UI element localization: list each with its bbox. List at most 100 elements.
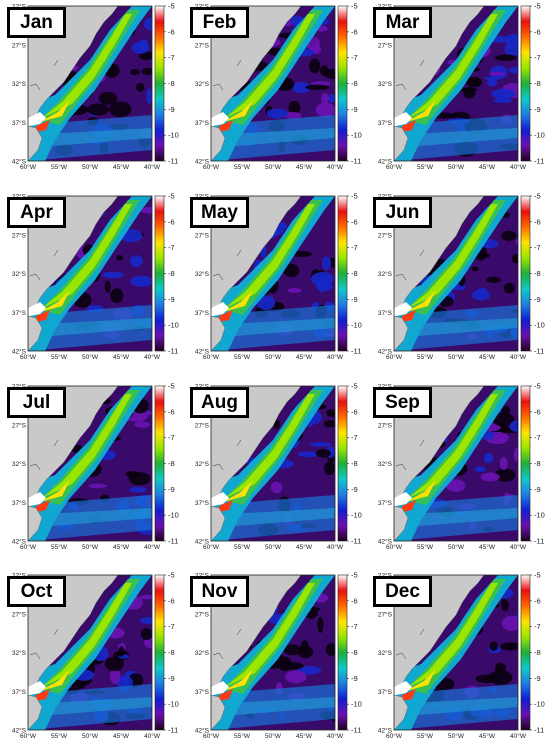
colorbar-tick-label: -7 <box>351 622 358 631</box>
lat-tick-label: 27°S <box>12 41 27 49</box>
map-area <box>394 575 518 730</box>
colorbar <box>154 5 165 162</box>
ocean-eddy <box>283 263 300 278</box>
longitude-axis: 60°W 55°W 50°W 45°W 40°W <box>203 732 344 740</box>
ocean-eddy <box>468 77 481 87</box>
latitude-axis: 22°S 27°S 32°S 37°S 42°S <box>12 572 27 735</box>
lon-tick-label: 55°W <box>417 353 434 361</box>
lat-tick-label: 42°S <box>12 348 27 356</box>
ocean-eddy <box>315 281 333 291</box>
lon-tick-label: 60°W <box>20 353 37 361</box>
ocean-eddy <box>134 421 151 428</box>
longitude-axis: 60°W 55°W 50°W 45°W 40°W <box>20 163 161 171</box>
colorbar-tick-label: -8 <box>168 79 175 88</box>
map-panel-jul: 22°S 27°S 32°S 37°S 42°S 60°W 55°W 50°W 45°W 40°… <box>0 380 183 566</box>
shelf-inner <box>408 394 498 498</box>
colorbar-tick-label: -11 <box>534 347 544 356</box>
ocean-eddy <box>492 412 515 427</box>
ocean-eddy <box>325 643 335 657</box>
colorbar-tick-label: -11 <box>351 726 361 735</box>
colorbar-tick-label: -7 <box>534 243 541 252</box>
map-frame <box>393 195 519 352</box>
lon-tick-label: 60°W <box>386 353 403 361</box>
colorbar <box>154 385 165 542</box>
colorbar <box>520 574 531 731</box>
ocean-eddy <box>327 93 335 103</box>
lon-tick-label: 40°W <box>510 163 527 171</box>
lon-tick-label: 50°W <box>82 163 99 171</box>
lon-tick-label: 45°W <box>113 353 130 361</box>
shelf-inner <box>408 583 498 687</box>
lon-tick-label: 60°W <box>386 732 403 740</box>
ocean-eddy <box>515 238 518 245</box>
longitude-axis: 60°W 55°W 50°W 45°W 40°W <box>386 543 527 551</box>
colorbar-tick-label: -10 <box>534 321 545 330</box>
ocean-eddy <box>131 41 150 54</box>
estuary <box>394 681 412 695</box>
lon-tick-label: 50°W <box>265 163 282 171</box>
borders <box>212 249 242 281</box>
ocean-eddy <box>300 640 310 655</box>
ocean-eddy <box>505 33 518 48</box>
longitude-axis: 60°W 55°W 50°W 45°W 40°W <box>203 163 344 171</box>
lon-tick-label: 50°W <box>82 353 99 361</box>
lat-tick-label: 42°S <box>378 727 393 735</box>
map-frame <box>27 574 153 731</box>
lat-tick-label: 27°S <box>195 610 210 618</box>
map-area <box>394 196 518 351</box>
colorbar-tick-label: -10 <box>351 131 362 140</box>
lat-tick-label: 22°S <box>378 383 393 391</box>
lon-tick-label: 40°W <box>510 353 527 361</box>
lat-tick-label: 37°S <box>12 119 27 127</box>
map-figure: 22°S 27°S 32°S 37°S 42°S 60°W 55°W 50°W 45°W 40°… <box>12 382 179 552</box>
colorbar-tick-label: -7 <box>168 243 175 252</box>
lat-tick-label: 32°S <box>195 460 210 468</box>
ocean-eddy <box>110 668 121 685</box>
colorbar-tick-label: -7 <box>168 622 175 631</box>
latitude-axis: 22°S 27°S 32°S 37°S 42°S <box>195 383 210 546</box>
lon-tick-label: 40°W <box>510 732 527 740</box>
ocean-eddy <box>130 275 152 287</box>
month-label: Apr <box>7 197 66 228</box>
shelf-inner <box>42 583 132 687</box>
lon-tick-label: 45°W <box>479 353 496 361</box>
ocean-eddy <box>136 82 145 93</box>
lat-tick-label: 32°S <box>378 80 393 88</box>
ocean-eddy <box>486 276 501 283</box>
month-label: Aug <box>190 387 249 418</box>
lon-tick-label: 40°W <box>327 163 344 171</box>
ocean-eddy <box>494 54 517 61</box>
month-label: Dec <box>373 576 432 607</box>
ocean-eddy <box>298 451 321 458</box>
lat-tick-label: 32°S <box>195 270 210 278</box>
map-panel-apr: 22°S 27°S 32°S 37°S 42°S 60°W 55°W 50°W 45°W 40°… <box>0 190 183 376</box>
colorbar-tick-label: -10 <box>534 700 545 709</box>
colorbar-ticks: -5 -6 -7 -8 -9 -10 -11 <box>164 192 179 356</box>
longitude-axis: 60°W 55°W 50°W 45°W 40°W <box>203 353 344 361</box>
map-figure: 22°S 27°S 32°S 37°S 42°S 60°W 55°W 50°W 45°W 40°… <box>378 382 545 552</box>
ocean-eddy <box>297 665 322 675</box>
shelf-inner <box>225 204 315 308</box>
colorbar-ticks: -5 -6 -7 -8 -9 -10 -11 <box>347 382 362 546</box>
lon-tick-label: 55°W <box>234 163 251 171</box>
lat-tick-label: 42°S <box>195 538 210 546</box>
colorbar-tick-label: -10 <box>168 700 179 709</box>
ocean-eddy <box>489 71 505 77</box>
map-panel-may: 22°S 27°S 32°S 37°S 42°S 60°W 55°W 50°W 45°W 40°… <box>183 190 366 376</box>
ocean-eddy <box>87 103 110 116</box>
colorbar-tick-label: -6 <box>351 407 358 416</box>
colorbar-tick-label: -9 <box>351 674 358 683</box>
colorbar <box>337 574 348 731</box>
shelf-inner <box>225 583 315 687</box>
lat-tick-label: 32°S <box>12 270 27 278</box>
plume-red <box>36 689 50 701</box>
map-area <box>28 6 152 161</box>
ocean-eddy <box>471 266 479 272</box>
map-figure: 22°S 27°S 32°S 37°S 42°S 60°W 55°W 50°W 45°W 40°… <box>195 2 362 172</box>
lat-tick-label: 37°S <box>195 119 210 127</box>
ocean-eddy <box>284 111 302 120</box>
lon-tick-label: 45°W <box>479 543 496 551</box>
lon-tick-label: 45°W <box>296 732 313 740</box>
lon-tick-label: 55°W <box>234 732 251 740</box>
colorbar-tick-label: -6 <box>351 596 358 605</box>
